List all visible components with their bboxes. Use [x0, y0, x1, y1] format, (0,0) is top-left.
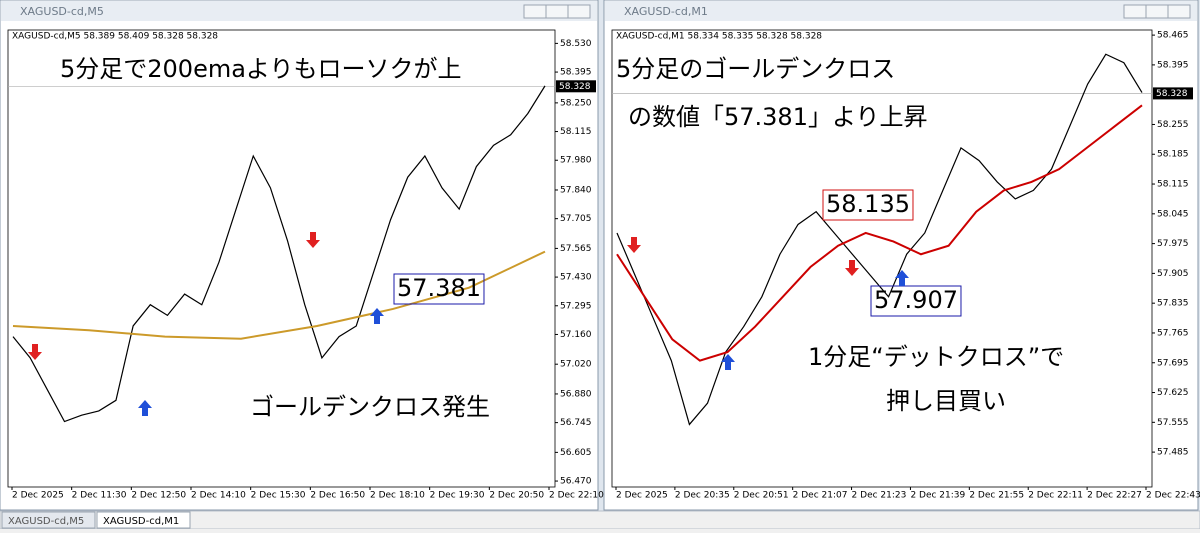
y-tick-label: 57.975 — [1157, 239, 1189, 249]
tab[interactable] — [1, 511, 96, 529]
x-tick-label: 2 Dec 21:55 — [969, 491, 1024, 501]
y-tick-label: 57.625 — [1157, 388, 1189, 398]
annotation: の数値「57.381」より上昇 — [628, 103, 928, 131]
title-bar — [1, 1, 597, 21]
window-title: XAGUSD-cd,M1 — [624, 5, 708, 18]
x-tick-label: 2 Dec 15:30 — [251, 491, 306, 501]
y-tick-label: 58.255 — [1157, 120, 1189, 130]
tab-label: XAGUSD-cd,M5 — [8, 516, 84, 527]
y-tick-label: 57.765 — [1157, 328, 1189, 338]
window-title: XAGUSD-cd,M5 — [20, 5, 104, 18]
y-tick-label: 57.430 — [560, 273, 592, 283]
y-tick-label: 57.295 — [560, 301, 592, 311]
y-tick-label: 57.020 — [560, 360, 592, 370]
signal-arrow — [721, 354, 735, 370]
y-tick-label: 58.185 — [1157, 150, 1189, 160]
window-button[interactable] — [1123, 4, 1147, 19]
x-tick-label: 2 Dec 22:43 — [1146, 491, 1200, 501]
window-button[interactable] — [545, 4, 569, 19]
x-tick-label: 2 Dec 2025 — [616, 491, 668, 501]
window-button[interactable] — [567, 4, 591, 19]
y-tick-label: 58.395 — [560, 68, 592, 78]
title-bar — [605, 1, 1197, 21]
current-price-label: 58.328 — [559, 82, 591, 92]
x-tick-label: 2 Dec 21:07 — [793, 491, 848, 501]
y-tick-label: 56.880 — [560, 389, 592, 399]
y-tick-label: 56.745 — [560, 418, 592, 428]
annotation-box — [393, 273, 485, 305]
tab-label: XAGUSD-cd,M1 — [103, 516, 179, 527]
x-tick-label: 2 Dec 19:30 — [430, 491, 485, 501]
y-tick-label: 57.160 — [560, 330, 592, 340]
y-tick-label: 58.115 — [560, 127, 592, 137]
window-button[interactable] — [523, 4, 547, 19]
x-tick-label: 2 Dec 11:30 — [72, 491, 127, 501]
x-tick-label: 2 Dec 22:10 — [549, 491, 604, 501]
y-tick-label: 58.045 — [1157, 209, 1189, 219]
tab[interactable] — [96, 511, 191, 529]
annotation: 5分足で200emaよりもローソクが上 — [60, 55, 461, 83]
y-tick-label: 58.395 — [1157, 60, 1189, 70]
annotation: 57.907 — [874, 286, 958, 314]
annotation: ゴールデンクロス発生 — [250, 393, 490, 421]
y-tick-label: 57.565 — [560, 244, 592, 254]
annotation: 押し目買い — [886, 387, 1006, 415]
x-tick-label: 2 Dec 20:51 — [734, 491, 789, 501]
signal-arrow — [895, 270, 909, 286]
y-tick-label: 57.980 — [560, 156, 592, 166]
annotation: 1分足“デットクロス”で — [808, 343, 1064, 371]
signal-arrow — [845, 260, 859, 276]
x-tick-label: 2 Dec 21:39 — [910, 491, 965, 501]
y-tick-label: 57.705 — [560, 214, 592, 224]
annotation: 5分足のゴールデンクロス — [616, 55, 895, 83]
y-tick-label: 57.840 — [560, 185, 592, 195]
current-price-box — [556, 80, 596, 93]
signal-arrow — [627, 237, 641, 253]
y-tick-label: 58.250 — [560, 98, 592, 108]
x-tick-label: 2 Dec 12:50 — [131, 491, 186, 501]
y-tick-label: 56.470 — [560, 477, 592, 487]
x-tick-label: 2 Dec 22:11 — [1028, 491, 1083, 501]
moving-average — [12, 250, 546, 340]
y-tick-label: 57.835 — [1157, 299, 1189, 309]
y-tick-label: 57.485 — [1157, 448, 1189, 458]
annotation-box — [822, 189, 914, 221]
x-tick-label: 2 Dec 21:23 — [852, 491, 907, 501]
price-line — [12, 85, 546, 423]
y-tick-label: 58.465 — [1157, 31, 1189, 41]
y-tick-label: 58.530 — [560, 39, 592, 49]
annotation: 57.381 — [397, 274, 481, 302]
x-tick-label: 2 Dec 20:35 — [675, 491, 730, 501]
y-tick-label: 56.605 — [560, 448, 592, 458]
x-tick-label: 2 Dec 14:10 — [191, 491, 246, 501]
signal-arrow — [370, 308, 384, 324]
annotation-box — [870, 285, 962, 317]
annotation: 58.135 — [826, 190, 910, 218]
signal-arrow — [28, 344, 42, 360]
x-tick-label: 2 Dec 16:50 — [310, 491, 365, 501]
x-tick-label: 2 Dec 20:50 — [489, 491, 544, 501]
current-price-label: 58.328 — [1156, 89, 1188, 99]
current-price-box — [1153, 87, 1193, 100]
signal-arrow — [306, 232, 320, 248]
x-tick-label: 2 Dec 2025 — [12, 491, 64, 501]
x-tick-label: 2 Dec 22:27 — [1087, 491, 1142, 501]
y-tick-label: 57.555 — [1157, 418, 1189, 428]
plot-area — [611, 29, 1153, 488]
window-button[interactable] — [1167, 4, 1191, 19]
signal-arrow — [138, 400, 152, 416]
chart-header: XAGUSD-cd,M1 58.334 58.335 58.328 58.328 — [616, 32, 822, 42]
moving-average — [616, 104, 1143, 362]
window-button[interactable] — [1145, 4, 1169, 19]
y-tick-label: 58.115 — [1157, 180, 1189, 190]
y-tick-label: 57.695 — [1157, 358, 1189, 368]
chart-header: XAGUSD-cd,M5 58.389 58.409 58.328 58.328 — [12, 32, 218, 42]
y-tick-label: 57.905 — [1157, 269, 1189, 279]
x-tick-label: 2 Dec 18:10 — [370, 491, 425, 501]
